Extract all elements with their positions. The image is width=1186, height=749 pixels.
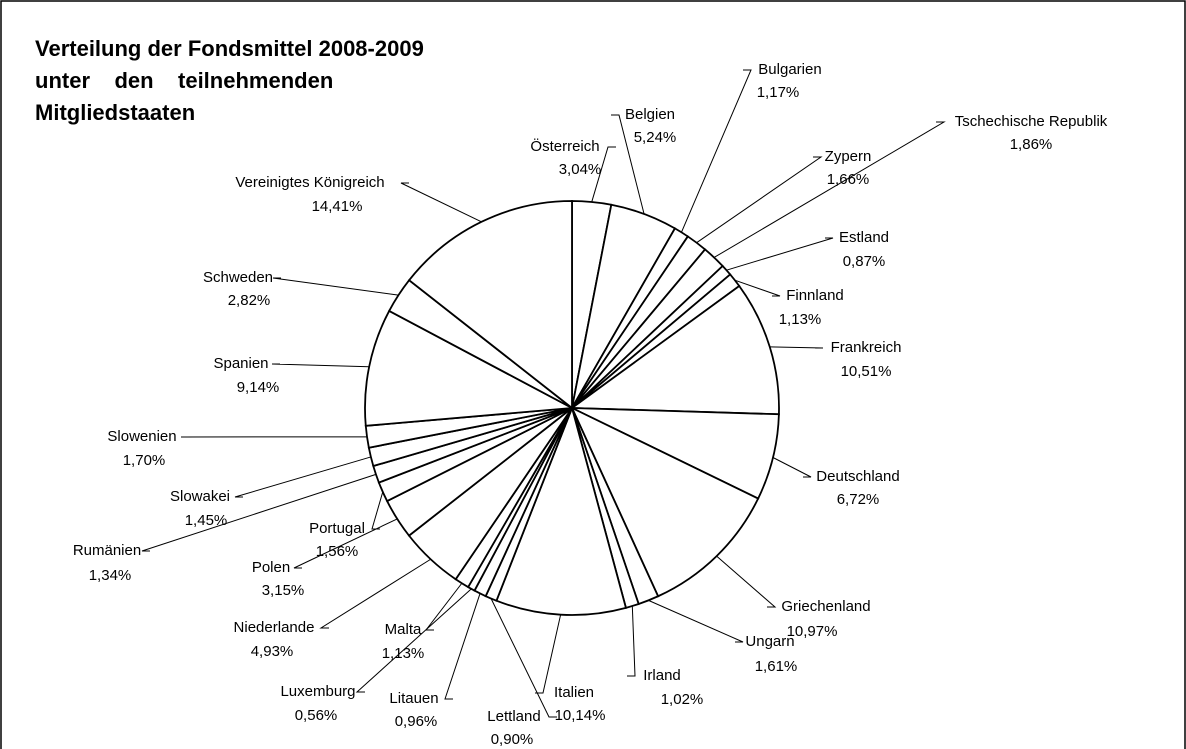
leader-line <box>769 346 824 349</box>
slice-value-label: 1,13% <box>779 311 822 328</box>
slice-label: Polen <box>252 559 290 576</box>
leader-line <box>371 491 384 530</box>
leader-line <box>716 555 777 608</box>
slice-label: Rumänien <box>73 542 141 559</box>
slice-label: Slowakei <box>170 488 230 505</box>
slice-label: Lettland <box>487 708 540 725</box>
slice-value-label: 1,34% <box>89 567 132 584</box>
slice-label: Österreich <box>530 137 599 155</box>
leader-line <box>680 69 752 233</box>
slice-label: Slowenien <box>107 428 176 445</box>
slice-label: Niederlande <box>234 619 315 636</box>
chart-title: Mitgliedstaaten <box>35 100 195 125</box>
slice-value-label: 1,45% <box>185 512 228 529</box>
chart-title: Verteilung der Fondsmittel 2008-2009 <box>35 36 424 61</box>
leader-line <box>696 156 823 244</box>
slice-label: Deutschland <box>816 468 899 485</box>
leader-line <box>444 593 481 700</box>
leader-line <box>272 277 399 296</box>
slice-label: Luxemburg <box>280 683 355 700</box>
slice-value-label: 4,93% <box>251 643 294 660</box>
slice-value-label: 1,02% <box>661 691 704 708</box>
slice-value-label: 0,96% <box>395 713 438 730</box>
leader-line <box>627 605 636 677</box>
slice-value-label: 1,13% <box>382 645 425 662</box>
leader-line <box>648 599 744 643</box>
slice-value-label: 10,97% <box>787 623 838 640</box>
slice-value-label: 3,15% <box>262 582 305 599</box>
slice-value-label: 3,04% <box>559 161 602 178</box>
leader-line <box>490 598 557 718</box>
slice-value-label: 1,86% <box>1010 136 1053 153</box>
slice-value-label: 0,87% <box>843 253 886 270</box>
slice-label: Schweden <box>203 269 273 286</box>
slice-label: Estland <box>839 229 889 246</box>
slice-value-label: 2,82% <box>228 292 271 309</box>
slice-label: Litauen <box>389 690 438 707</box>
leader-line <box>293 518 398 569</box>
slice-label: Griechenland <box>781 598 870 615</box>
slice-label: Spanien <box>213 355 268 372</box>
slice-label: Malta <box>385 621 422 638</box>
slice-value-label: 1,66% <box>827 171 870 188</box>
leader-line <box>591 146 616 203</box>
slice-value-label: 0,56% <box>295 707 338 724</box>
slice-label: Ungarn <box>745 633 794 650</box>
slice-value-label: 1,56% <box>316 543 359 560</box>
slice-label: Finnland <box>786 287 844 304</box>
leader-line <box>271 363 370 368</box>
leader-line <box>713 121 946 258</box>
slice-label: Zypern <box>825 148 872 165</box>
slice-label: Portugal <box>309 520 365 537</box>
slice-label: Vereinigtes Königreich <box>235 174 384 191</box>
leader-line <box>355 588 472 693</box>
slice-value-label: 6,72% <box>837 491 880 508</box>
slice-value-label: 1,70% <box>123 452 166 469</box>
leader-line <box>772 457 812 478</box>
slice-value-label: 10,14% <box>555 707 606 724</box>
slice-label: Belgien <box>625 106 675 123</box>
slice-value-label: 0,90% <box>491 731 534 748</box>
slice-label: Italien <box>554 684 594 701</box>
pie-slice <box>569 284 780 416</box>
leader-line <box>319 558 431 629</box>
slice-label: Irland <box>643 667 681 684</box>
slice-label: Bulgarien <box>758 61 821 78</box>
slice-value-label: 1,61% <box>755 658 798 675</box>
leader-line <box>611 114 645 215</box>
slice-value-label: 1,17% <box>757 84 800 101</box>
slice-value-label: 9,14% <box>237 379 280 396</box>
slice-value-label: 10,51% <box>841 363 892 380</box>
leader-line <box>734 279 781 297</box>
slice-label: Tschechische Republik <box>955 113 1108 130</box>
slice-value-label: 14,41% <box>312 198 363 215</box>
slice-label: Frankreich <box>831 339 902 356</box>
leader-line <box>234 456 372 498</box>
leader-line <box>141 473 377 552</box>
slice-value-label: 5,24% <box>634 129 677 146</box>
leader-line <box>424 582 463 631</box>
leader-line <box>726 237 834 271</box>
chart-title: unter den teilnehmenden <box>35 68 333 93</box>
leader-line <box>400 182 482 223</box>
